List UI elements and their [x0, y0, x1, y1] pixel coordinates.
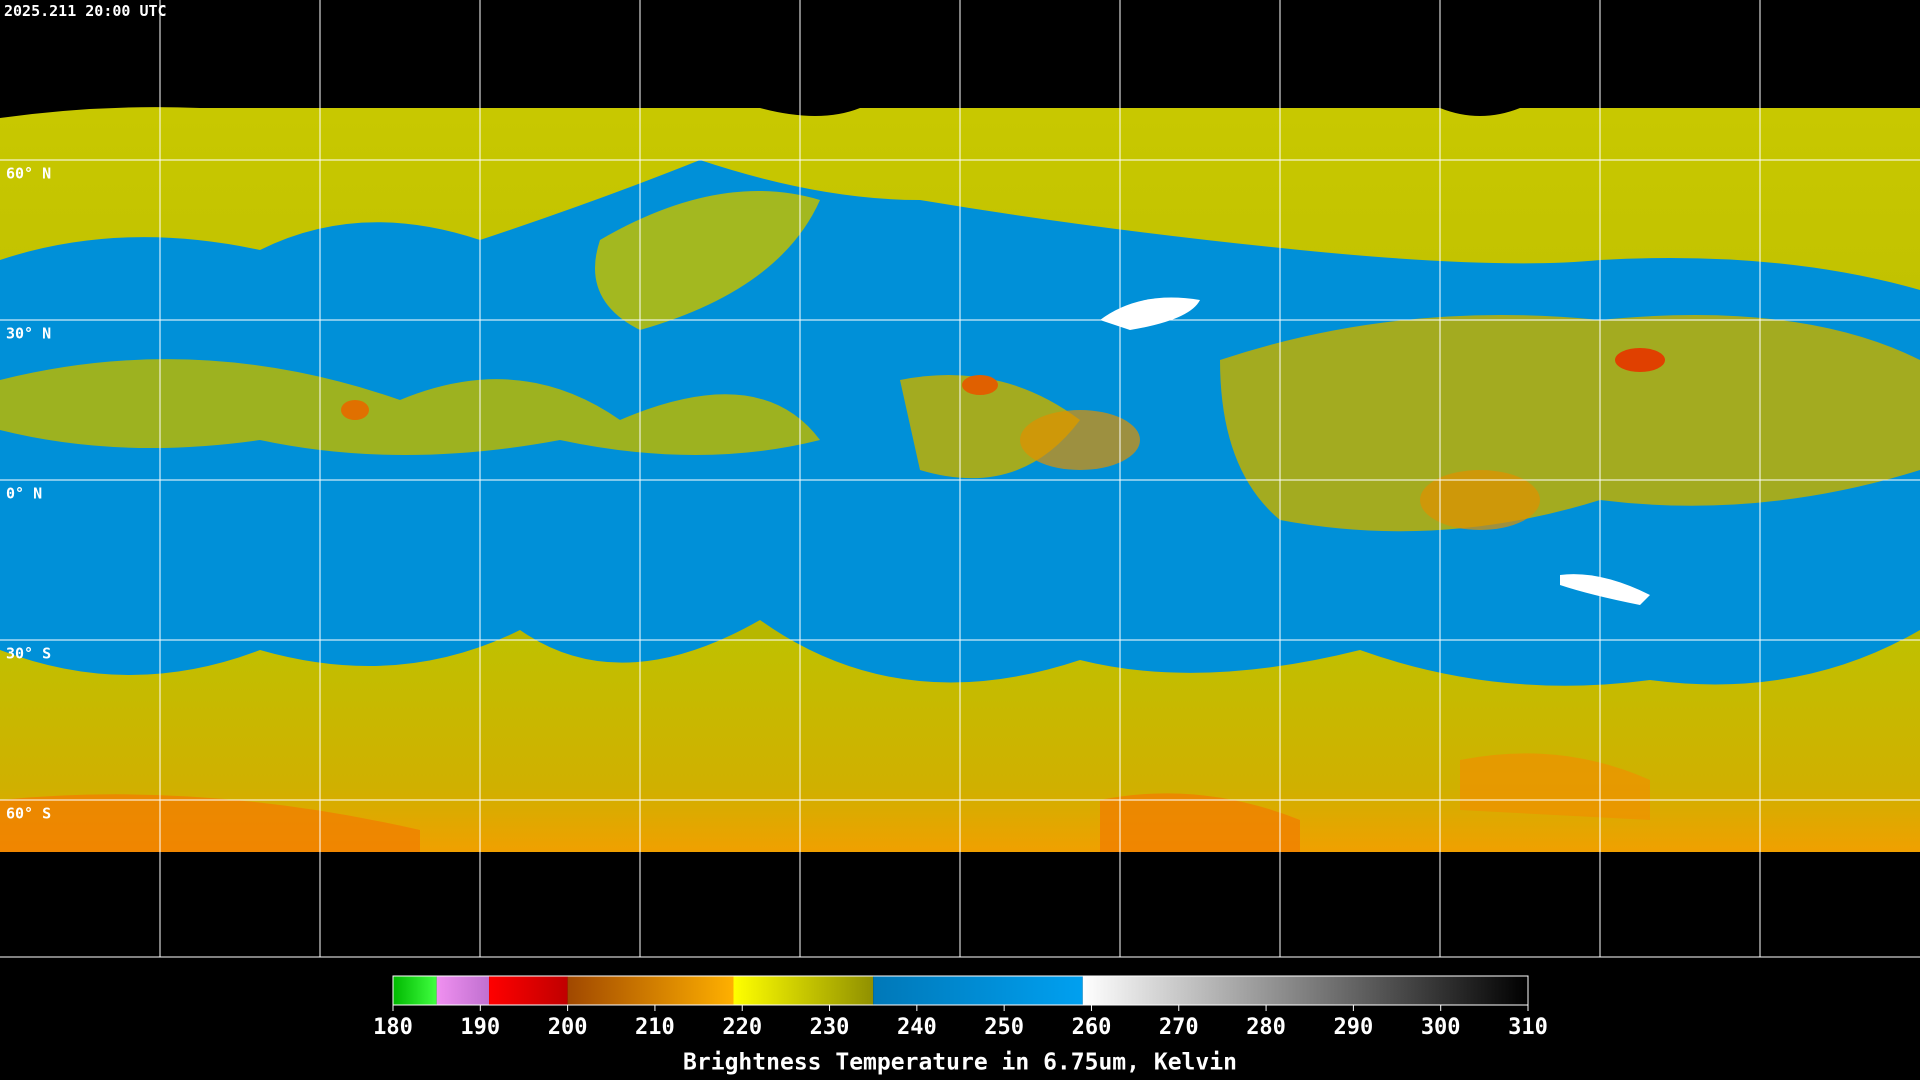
colorbar-segment — [733, 976, 874, 1005]
colorbar-tick-label: 270 — [1159, 1015, 1199, 1040]
lat-label: 60° S — [6, 805, 51, 823]
colorbar-tick-label: 290 — [1334, 1015, 1374, 1040]
colorbar-segment — [436, 976, 490, 1005]
lat-label: 60° N — [6, 165, 51, 183]
colorbar-tick-label: 230 — [810, 1015, 850, 1040]
colorbar-segment — [489, 976, 568, 1005]
colorbar-tick-label: 240 — [897, 1015, 937, 1040]
lat-label: 0° N — [6, 485, 42, 503]
colorbar-tick-label: 220 — [722, 1015, 762, 1040]
colorbar-tick-label: 280 — [1246, 1015, 1286, 1040]
colorbar-tick-label: 310 — [1508, 1015, 1548, 1040]
lat-label: 30° S — [6, 645, 51, 663]
graticule — [0, 0, 1920, 958]
colorbar-tick-label: 260 — [1072, 1015, 1112, 1040]
colorbar-tick-label: 200 — [548, 1015, 588, 1040]
lat-label: 30° N — [6, 325, 51, 343]
colorbar-tick-label: 180 — [373, 1015, 413, 1040]
colorbar-segment — [393, 976, 437, 1005]
colorbar-tick-label: 250 — [984, 1015, 1024, 1040]
colorbar-segment — [567, 976, 734, 1005]
colorbar-tick-label: 190 — [460, 1015, 500, 1040]
colorbar: 180 190 200 210 220 230 240 250 260 270 280 290 300 3… — [373, 975, 1548, 1040]
colorbar-frame — [392, 975, 1529, 1006]
colorbar-tick-label: 210 — [635, 1015, 675, 1040]
colorbar-title: Brightness Temperature in 6.75um, Kelvin — [683, 1050, 1237, 1076]
colorbar-segment — [1082, 976, 1528, 1005]
colorbar-segment — [873, 976, 1083, 1005]
colorbar-tick-label: 300 — [1421, 1015, 1461, 1040]
timestamp: 2025.211 20:00 UTC — [4, 2, 167, 20]
